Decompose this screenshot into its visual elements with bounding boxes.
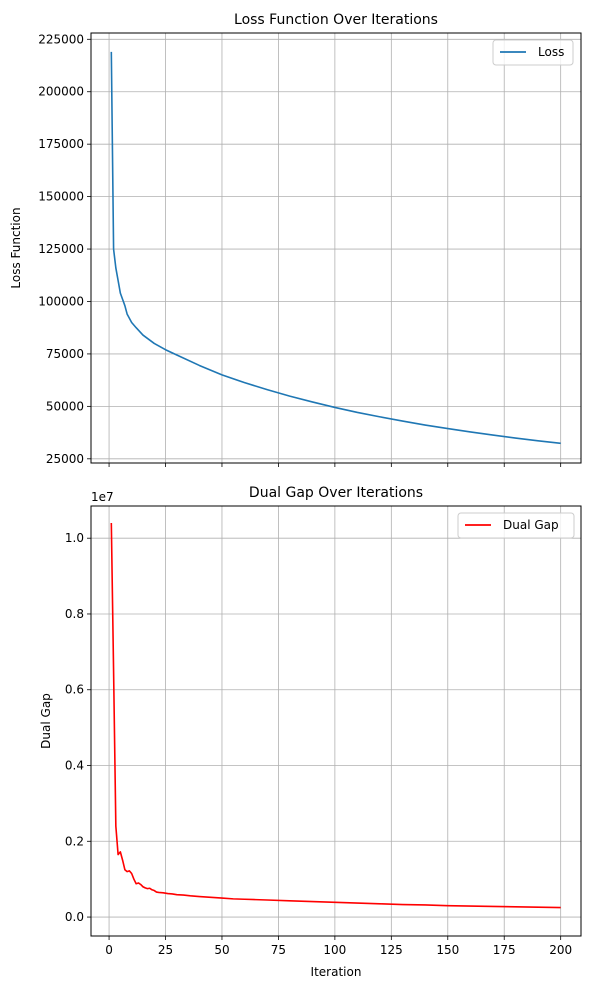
dual-gap-chart-offset-text: 1e7 [91,490,114,504]
loss-chart-y-tick-label: 150000 [38,190,84,204]
dual-gap-chart-x-tick-label: 150 [436,943,459,957]
loss-chart-y-tick-label: 100000 [38,294,84,308]
dual-gap-chart-y-axis-label: Dual Gap [39,693,53,749]
loss-chart-y-tick-label: 50000 [46,399,84,413]
dual-gap-chart-y-tick-label: 0.8 [65,607,84,621]
dual-gap-chart-legend-label: Dual Gap [503,518,559,532]
loss-chart-x-ticks [108,463,562,467]
dual-gap-chart-series [110,523,561,909]
dual-gap-chart-legend-box [457,512,575,539]
loss-chart-grid [91,33,581,463]
dual-gap-chart-frame [90,505,582,937]
dual-gap-chart-x-tick-label: 125 [380,943,403,957]
dual-gap-chart-y-tick-label: 1.0 [65,531,84,545]
dual-gap-chart-x-tick-label: 25 [158,943,173,957]
dual-gap-chart-title: Dual Gap Over Iterations [249,485,423,501]
dual-gap-chart-x-tick-label: 0 [105,943,113,957]
loss-chart-legend-box [492,39,574,66]
dual-gap-chart-y-ticks: 0.0 0.2 0.4 0.6 0.8 1.0 [65,531,91,924]
dual-gap-chart-x-ticks: 0 25 50 75 100 125 150 175 200 [105,936,572,957]
loss-chart: Loss Function Over Iterations 25000 50000… [9,12,582,467]
dual-gap-chart-x-tick-label: 75 [271,943,286,957]
dual-gap-chart-x-tick-label: 200 [549,943,572,957]
dual-gap-chart-series-line [110,523,561,909]
dual-gap-chart-x-tick-label: 100 [323,943,346,957]
loss-chart-y-ticks: 25000 50000 75000 100000 125000 150000 175000 2… [38,32,91,466]
loss-chart-frame [90,32,582,464]
dual-gap-chart-legend: Dual Gap [457,512,575,539]
loss-chart-y-tick-label: 200000 [38,85,84,99]
dual-gap-chart-y-tick-label: 0.2 [65,834,84,848]
dual-gap-chart-x-axis-label: Iteration [311,965,362,979]
loss-chart-title: Loss Function Over Iterations [234,12,438,28]
dual-gap-chart-y-tick-label: 0.4 [65,759,84,773]
loss-chart-series [110,51,561,445]
loss-chart-y-tick-label: 25000 [46,452,84,466]
loss-chart-y-tick-label: 125000 [38,242,84,256]
loss-chart-y-tick-label: 175000 [38,137,84,151]
dual-gap-chart-y-tick-label: 0.0 [65,910,84,924]
loss-chart-y-axis-label: Loss Function [9,207,23,288]
dual-gap-chart-x-tick-label: 175 [493,943,516,957]
loss-chart-y-tick-label: 225000 [38,32,84,46]
dual-gap-chart: Dual Gap Over Iterations 1e7 0 25 50 75 100 1… [39,485,582,979]
loss-chart-series-line [110,51,561,445]
loss-chart-legend: Loss [492,39,574,66]
dual-gap-chart-x-tick-label: 50 [214,943,229,957]
loss-chart-y-tick-label: 75000 [46,347,84,361]
dual-gap-chart-y-tick-label: 0.6 [65,683,84,697]
loss-chart-legend-label: Loss [538,45,564,59]
